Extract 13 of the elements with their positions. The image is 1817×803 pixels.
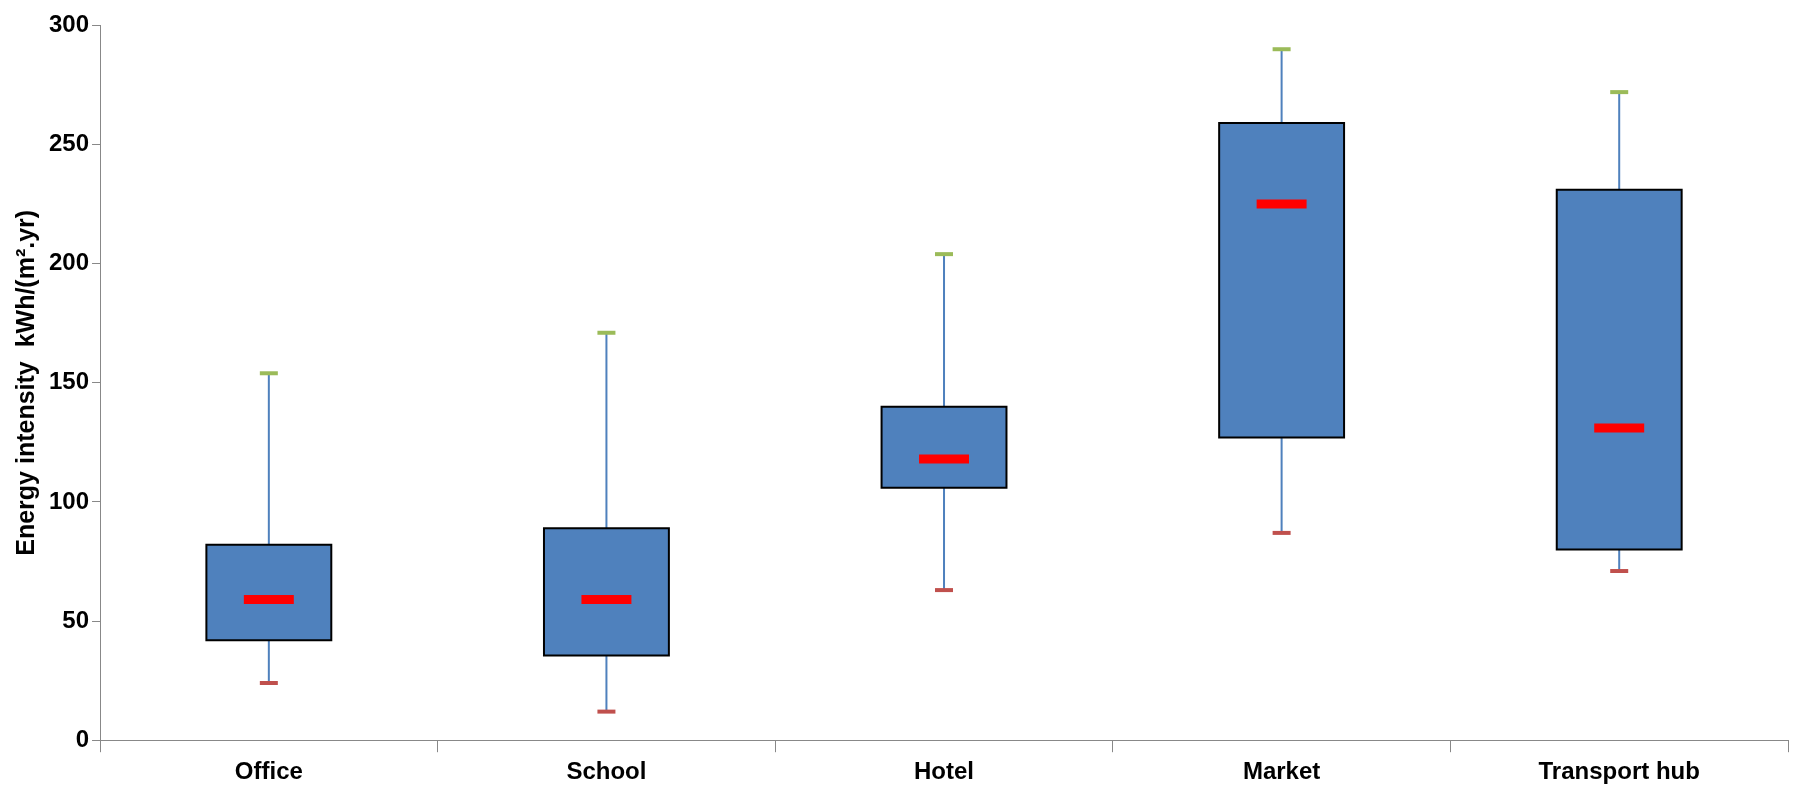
y-tick-label: 0 (75, 724, 90, 752)
x-tick-label: School (566, 757, 647, 785)
x-tick-label: Office (234, 757, 303, 785)
y-tick-label: 200 (49, 248, 90, 276)
y-tick-label: 50 (62, 605, 90, 633)
x-tick-label: Market (1242, 757, 1321, 785)
y-axis-title: Energy intensity kWh/(m².yr) (10, 209, 39, 556)
y-tick-label: 100 (49, 486, 90, 514)
y-tick-label: 250 (49, 129, 90, 157)
y-tick-label: 300 (49, 10, 90, 38)
y-tick-label: 150 (49, 367, 90, 395)
x-tick-label: Hotel (914, 757, 975, 785)
x-tick-label: Transport hub (1538, 757, 1700, 785)
